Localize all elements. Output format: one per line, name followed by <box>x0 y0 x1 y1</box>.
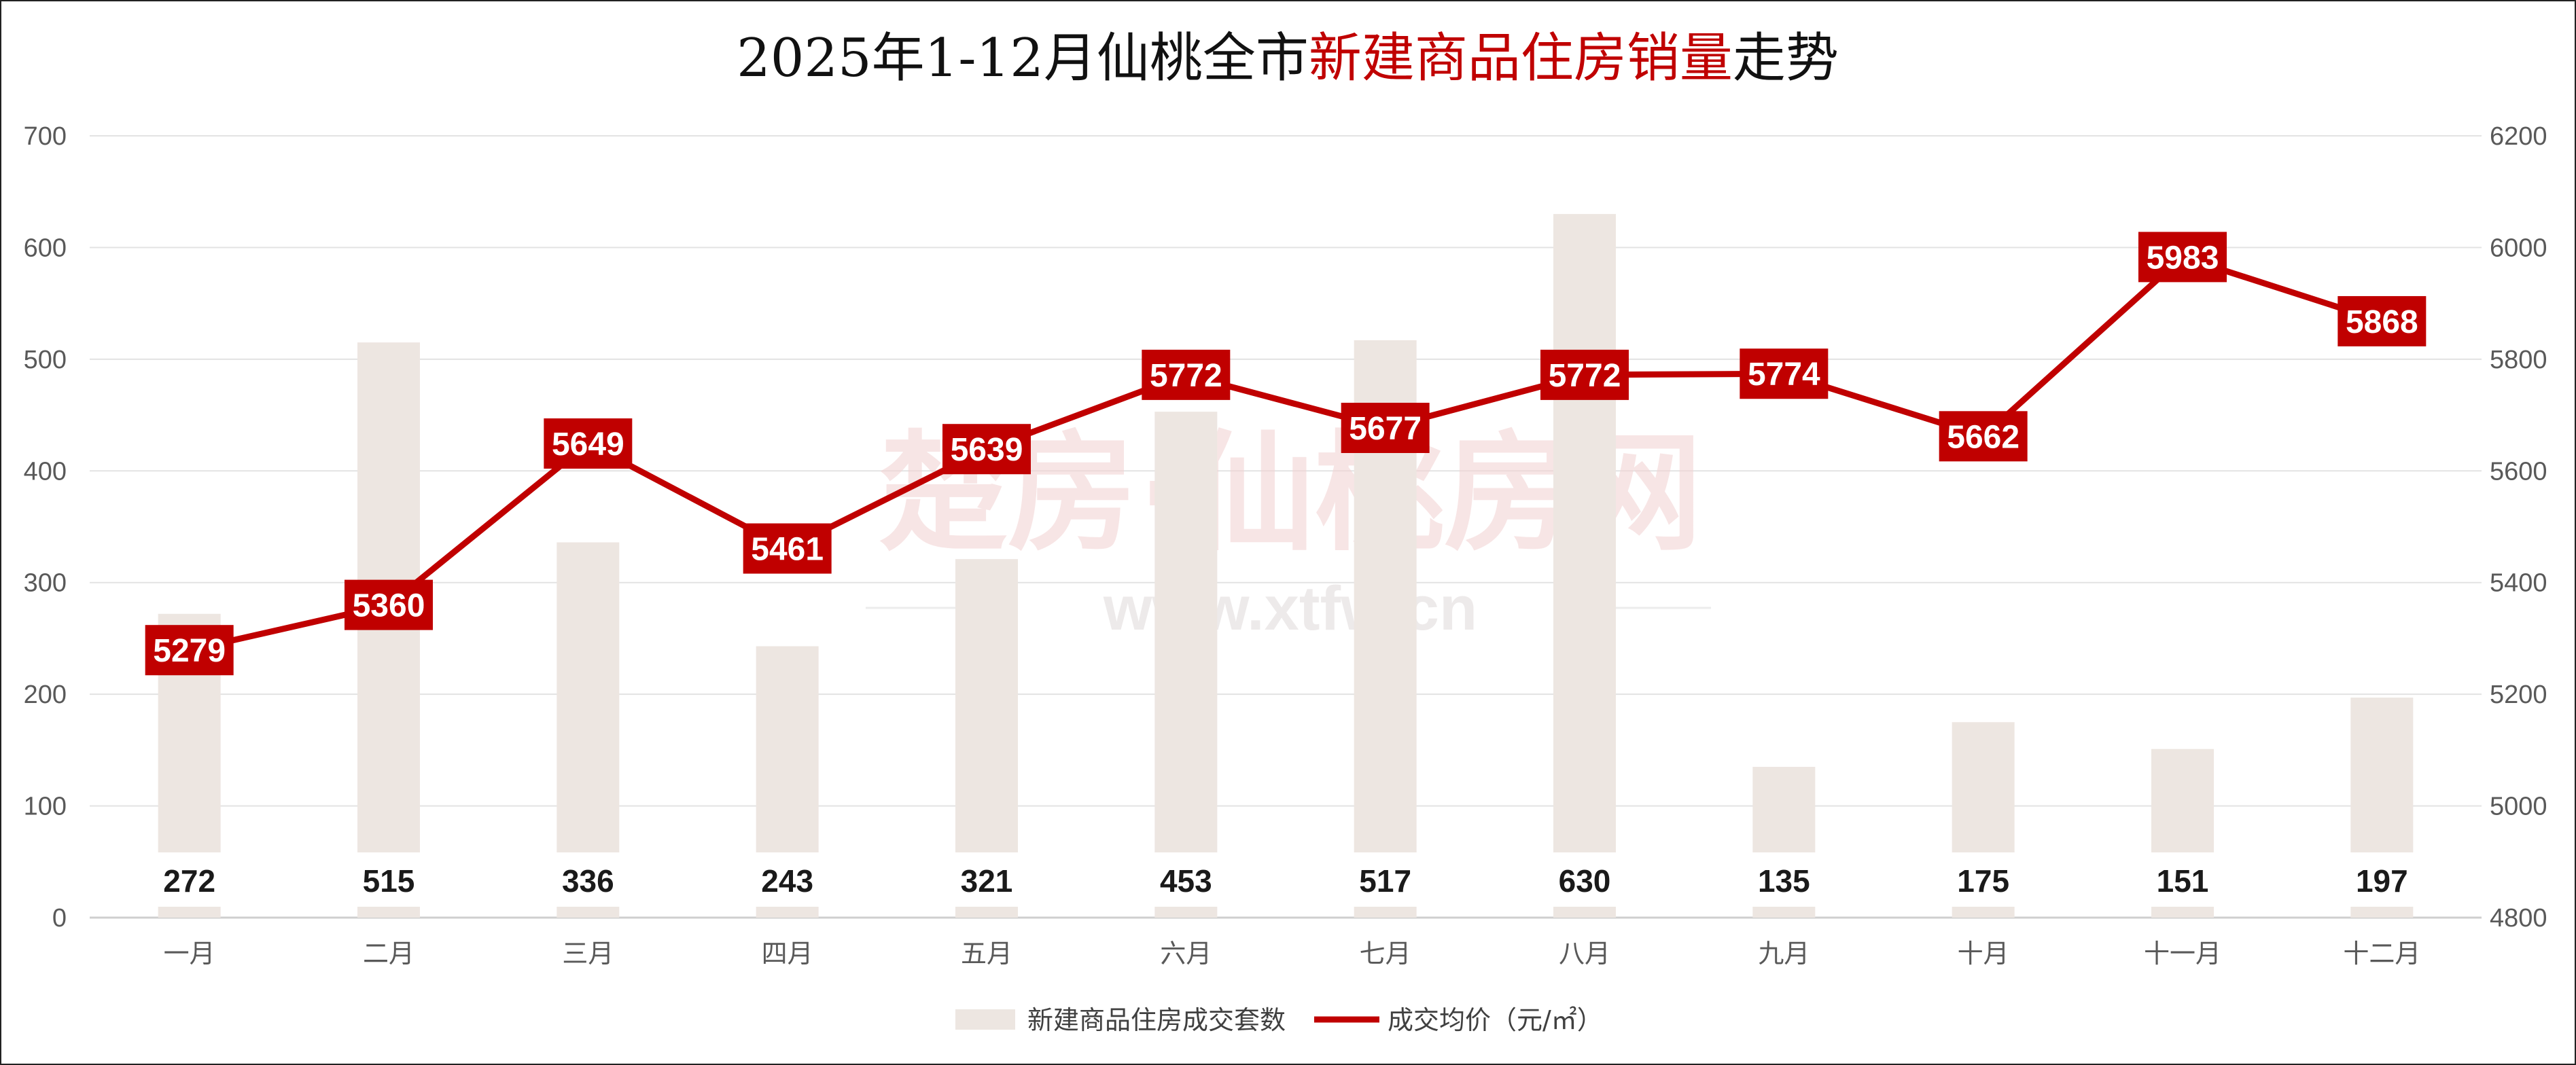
price-label-box <box>942 424 1031 475</box>
bar-label-backing <box>555 852 621 907</box>
price-data-label: 5868 <box>2346 304 2418 340</box>
price-label-box <box>1540 349 1629 400</box>
price-data-label: 5639 <box>951 432 1023 468</box>
bar-data-label: 272 <box>163 863 215 899</box>
price-data-label: 5360 <box>353 588 425 624</box>
category-tick-label: 五月 <box>961 939 1012 969</box>
price-data-label: 5772 <box>1150 358 1222 394</box>
bar-label-backing <box>754 852 820 907</box>
price-data-label: 5649 <box>552 427 624 463</box>
bar-data-label: 321 <box>961 863 1013 899</box>
price-data-label: 5774 <box>1748 357 1820 393</box>
bar-data-label: 197 <box>2356 863 2408 899</box>
bar-label-backing <box>1552 852 1617 907</box>
bar-data-label: 453 <box>1160 863 1212 899</box>
bar-data-label: 517 <box>1359 863 1411 899</box>
category-tick-label: 九月 <box>1758 939 1810 969</box>
left-axis-tick-label: 400 <box>24 457 67 486</box>
price-data-label: 5461 <box>751 532 824 568</box>
bar <box>1154 412 1218 918</box>
bar-label-backing <box>954 852 1019 907</box>
category-tick-label: 七月 <box>1360 939 1411 969</box>
left-axis-tick-label: 300 <box>24 569 67 598</box>
grid-lines <box>90 135 2482 919</box>
left-axis-tick-label: 0 <box>52 904 67 933</box>
category-tick-label: 十一月 <box>2144 939 2221 969</box>
right-axis-tick-label: 5800 <box>2490 346 2547 374</box>
price-data-label: 5677 <box>1349 411 1422 447</box>
category-tick-label: 一月 <box>164 939 215 969</box>
price-label-box <box>1142 349 1231 400</box>
price-label-box <box>345 579 433 630</box>
left-axis-tick-label: 700 <box>24 122 67 151</box>
right-axis-tick-label: 5600 <box>2490 457 2547 486</box>
legend: 新建商品住房成交套数 成交均价（元/㎡） <box>955 1005 1603 1035</box>
bar-label-backing <box>1153 852 1219 907</box>
right-axis-tick-label: 5200 <box>2490 681 2547 709</box>
left-axis-tick-label: 100 <box>24 793 67 821</box>
bar-label-backing <box>1352 852 1418 907</box>
price-data-labels: 5279 5360 5649 5461 5639 5772 5677 5772 5774 5662… <box>145 232 2427 676</box>
bar-data-label: 175 <box>1957 863 2009 899</box>
left-axis-tick-label: 600 <box>24 234 67 262</box>
bar-data-label: 515 <box>363 863 415 899</box>
right-axis-tick-label: 6000 <box>2490 234 2547 262</box>
price-label-box <box>2138 232 2227 283</box>
bar-label-backing <box>356 852 421 907</box>
bar-label-backing <box>156 852 222 907</box>
left-axis-tick-label: 200 <box>24 681 67 709</box>
right-axis-tick-label: 5000 <box>2490 793 2547 821</box>
price-label-box <box>544 418 633 469</box>
price-data-label: 5662 <box>1947 419 2019 455</box>
category-axis: 一月 二月 三月 四月 五月 六月 七月 八月 九月 十月 十一月 十二月 <box>164 939 2421 969</box>
bar-data-labels: 272 515 336 243 321 453 517 630 135 175 151 197 <box>163 863 2407 899</box>
category-tick-label: 四月 <box>762 939 813 969</box>
price-label-box <box>1341 402 1430 453</box>
right-axis-tick-label: 4800 <box>2490 904 2547 933</box>
price-label-box <box>2337 295 2427 346</box>
price-data-label: 5772 <box>1549 358 1621 394</box>
bar <box>1553 214 1616 918</box>
category-tick-label: 十二月 <box>2343 939 2420 969</box>
category-tick-label: 八月 <box>1559 939 1610 969</box>
price-label-box <box>1939 411 2028 462</box>
title-suffix: 走势 <box>1733 28 1839 89</box>
bar-data-label: 336 <box>562 863 614 899</box>
left-axis: 0 100 200 300 400 500 600 700 <box>24 122 67 933</box>
category-tick-label: 三月 <box>562 939 614 969</box>
price-label-box <box>145 625 234 676</box>
price-label-box <box>1740 348 1829 399</box>
legend-bar-swatch <box>955 1009 1015 1030</box>
price-line <box>186 253 2385 653</box>
bar-label-backing <box>1950 852 2016 907</box>
bar-data-label: 151 <box>2157 863 2209 899</box>
legend-bar-label: 新建商品住房成交套数 <box>1027 1005 1286 1035</box>
category-tick-label: 二月 <box>363 939 414 969</box>
left-axis-tick-label: 500 <box>24 346 67 374</box>
price-data-label: 5279 <box>153 633 226 669</box>
bar-data-label: 630 <box>1559 863 1611 899</box>
right-axis-tick-label: 5400 <box>2490 569 2547 598</box>
bar-label-backing <box>1751 852 1817 907</box>
category-tick-label: 十月 <box>1958 939 2009 969</box>
title-prefix: 2025年1-12月仙桃全市 <box>737 28 1309 89</box>
right-axis-tick-label: 6200 <box>2490 122 2547 151</box>
bar-label-backing <box>2349 852 2415 907</box>
price-label-box <box>743 523 832 574</box>
price-data-label: 5983 <box>2147 240 2219 276</box>
title-highlight: 新建商品住房销量 <box>1309 28 1733 89</box>
category-tick-label: 六月 <box>1160 939 1212 969</box>
bar-label-backing <box>2150 852 2215 907</box>
right-axis: 4800 5000 5200 5400 5600 5800 6000 6200 <box>2490 122 2547 933</box>
legend-line-label: 成交均价（元/㎡） <box>1388 1005 1603 1035</box>
price-line-series <box>186 253 2385 653</box>
chart-title: 2025年1-12月仙桃全市新建商品住房销量走势 <box>737 28 1839 89</box>
bar-data-label: 135 <box>1758 863 1810 899</box>
bar-data-label: 243 <box>761 863 813 899</box>
